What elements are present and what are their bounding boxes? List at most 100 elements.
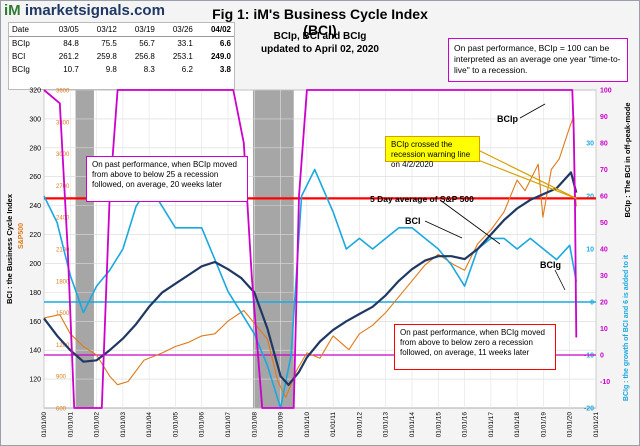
y-tick-label: 180 <box>29 290 41 297</box>
logo-text: imarketsignals.com <box>24 2 165 19</box>
bcip-tick-label: 30 <box>600 273 608 280</box>
sp500-line <box>43 115 577 398</box>
x-tick-label: 01/01/02 <box>94 412 101 438</box>
table-cell: 253.1 <box>172 52 193 61</box>
x-tick-label: 01/01/10 <box>304 412 311 438</box>
x-tick-label: 01/01/19 <box>540 412 547 438</box>
table-cell: 261.2 <box>58 52 79 61</box>
table-cell: 259.8 <box>96 52 117 61</box>
bcip-tick-label: 60 <box>600 194 608 201</box>
table-header: Date <box>9 23 44 37</box>
bcip-label-pointer <box>519 103 546 119</box>
x-tick-label: 01/01/06 <box>199 412 206 438</box>
y-tick-label: 220 <box>29 232 41 239</box>
x-tick-label: 01/01/05 <box>172 412 179 438</box>
sp-tick-label: 600 <box>56 407 67 413</box>
x-tick-label: 01/01/15 <box>435 412 442 438</box>
bcip-tick-label: 70 <box>600 167 608 174</box>
table-header: 03/26 <box>157 23 196 37</box>
bcig-tick-label: 20 <box>586 194 594 201</box>
table-cell: 56.7 <box>139 39 155 48</box>
table-header: 03/05 <box>43 23 82 37</box>
x-tick-label: 01/01/08 <box>251 412 258 438</box>
x-tick-label: 01/01/11 <box>330 412 337 437</box>
sp-tick-label: 3300 <box>56 120 70 126</box>
sp-tick-label: 2400 <box>56 216 70 222</box>
x-tick-label: 01/01/21 <box>593 412 600 438</box>
table-cell: 249.0 <box>210 52 231 61</box>
row-label: BCIg <box>12 65 30 74</box>
sp500-label-pointer <box>439 199 501 245</box>
x-tick-label: 01/01/00 <box>41 412 48 438</box>
subtitle-line-1: BCIp, BCI and BCIg <box>273 31 367 42</box>
bcip-tick-label: -10 <box>600 379 610 386</box>
table-cell: 10.7 <box>63 65 79 74</box>
bcip-axis-title: BCIp : The BCI in off-peak-mode <box>623 103 632 218</box>
row-label: BCIp <box>12 39 30 48</box>
table-row: BCI 261.2 259.8 256.8 253.1 249.0 <box>9 50 234 63</box>
sp-tick-label: 3600 <box>56 89 70 95</box>
subtitle-line-2: updated to April 02, 2020 <box>261 44 379 55</box>
callout-pointer <box>477 149 577 199</box>
bcip-interpretation-note: On past performance, BCIp = 100 can be i… <box>448 38 628 82</box>
bcip-tick-label: 100 <box>600 88 612 95</box>
bcip-tick-label: 10 <box>600 326 608 333</box>
y-tick-label: 200 <box>29 261 41 268</box>
bcig-line <box>43 168 578 409</box>
table-cell: 84.8 <box>63 39 79 48</box>
row-label: BCI <box>12 52 26 61</box>
table-cell: 6.2 <box>181 65 193 74</box>
y-tick-label: 140 <box>29 348 41 355</box>
x-tick-label: 01/01/18 <box>514 412 521 438</box>
y-tick-label: 240 <box>29 203 41 210</box>
x-tick-label: 01/01/09 <box>278 412 285 438</box>
table-cell: 256.8 <box>134 52 155 61</box>
table-cell: 8.3 <box>143 65 155 74</box>
summary-table: Date 03/05 03/12 03/19 03/26 04/02 BCIp … <box>8 22 235 90</box>
table-cell: 9.8 <box>105 65 117 74</box>
bcig-tick-label: 0 <box>590 300 594 307</box>
x-tick-label: 01/01/12 <box>356 412 363 438</box>
x-tick-label: 01/01/17 <box>488 412 495 438</box>
sp500-series-label: 5 Day average of S&P 500 <box>370 194 474 204</box>
bci-line <box>43 171 578 386</box>
bcip-tick-label: 0 <box>600 353 604 360</box>
y-tick-label: 300 <box>29 116 41 123</box>
y-tick-label: 280 <box>29 145 41 152</box>
x-tick-label: 01/01/16 <box>462 412 469 438</box>
y-tick-label: 120 <box>29 377 41 384</box>
sp-tick-label: 1500 <box>56 311 70 317</box>
table-cell: 3.8 <box>219 65 231 74</box>
bcig-tick-label: -10 <box>584 353 594 360</box>
sp-tick-label: 1200 <box>56 343 70 349</box>
x-tick-label: 01/01/14 <box>409 412 416 438</box>
bcig-label-pointer <box>554 269 566 291</box>
bcip-tick-label: 50 <box>600 220 608 227</box>
table-header-row: Date 03/05 03/12 03/19 03/26 04/02 <box>9 23 234 37</box>
bcig-series-label: BCIg <box>540 260 561 270</box>
x-tick-label: 01/01/01 <box>67 412 74 438</box>
sp-tick-label: 1800 <box>56 279 70 285</box>
sp-tick-label: 2700 <box>56 184 70 190</box>
recession-warning-callout: BCIp crossed the recession warning line … <box>385 136 480 169</box>
x-tick-label: 01/01/13 <box>383 412 390 438</box>
bcip-tick-label: 40 <box>600 247 608 254</box>
table-header: 03/12 <box>81 23 120 37</box>
table-header: 04/02 <box>195 23 234 37</box>
table-row: BCIg 10.7 9.8 8.3 6.2 3.8 <box>9 63 234 76</box>
bcip-tick-label: 20 <box>600 300 608 307</box>
bcip-series-label: BCIp <box>497 114 518 124</box>
table-cell: 75.5 <box>101 39 117 48</box>
table-cell: 33.1 <box>177 39 193 48</box>
table-cell: 6.6 <box>219 39 231 48</box>
bcip-line <box>43 89 578 409</box>
bcip-recession-note: On past performance, when BCIp moved fro… <box>86 156 248 202</box>
bcig-axis-title: BCIg : the growth of BCI and 6 is added … <box>623 254 630 401</box>
table-row: BCIp 84.8 75.5 56.7 33.1 6.6 <box>9 37 234 51</box>
x-tick-label: 01/01/03 <box>120 412 127 438</box>
bcig-recession-note: On past performance, when BCIg moved fro… <box>394 324 556 370</box>
logo-prefix: iM <box>4 2 21 19</box>
y-tick-label: 320 <box>29 88 41 95</box>
bcig-tick-label: 30 <box>586 141 594 148</box>
